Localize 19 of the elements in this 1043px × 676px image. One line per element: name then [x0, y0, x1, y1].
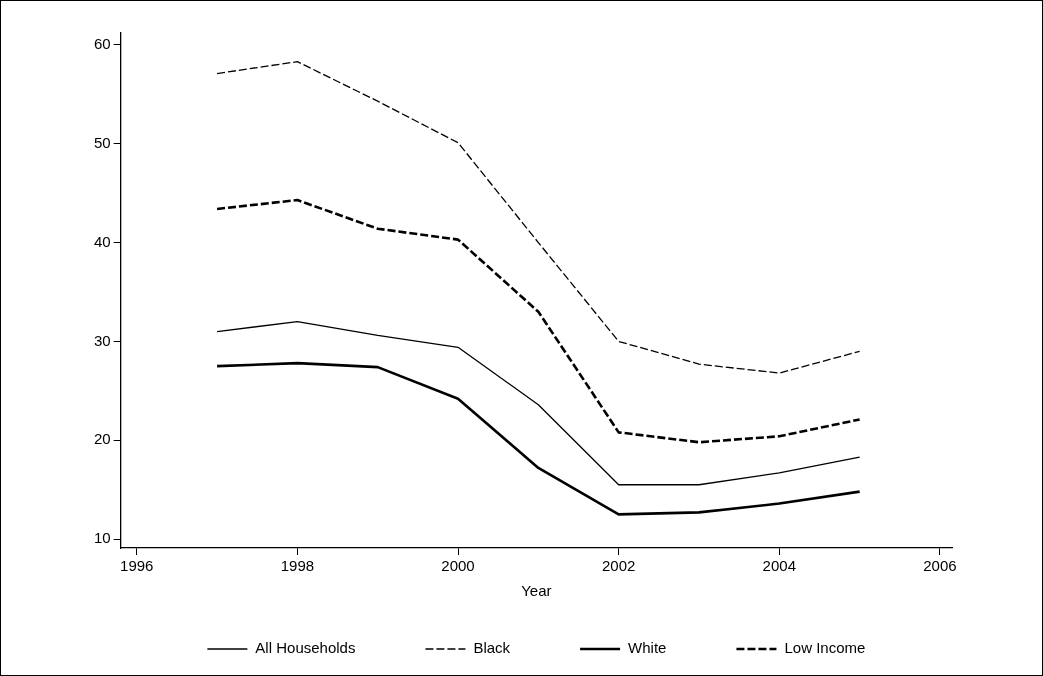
x-tick-label: 2004 — [762, 557, 796, 575]
x-tick-label: 2002 — [601, 557, 636, 575]
x-tick-label: 1996 — [120, 557, 154, 575]
line-series — [216, 61, 861, 374]
y-tick-label: 40 — [94, 232, 111, 250]
y-tick-label: 30 — [94, 331, 111, 349]
y-tick-label: 10 — [94, 529, 111, 547]
legend-label: All Households — [255, 639, 356, 657]
x-axis-title: Year — [521, 582, 552, 600]
y-tick-label: 60 — [94, 35, 111, 52]
y-tick-label: 50 — [94, 133, 111, 151]
legend-label: Black — [473, 639, 511, 657]
legend-label: White — [628, 639, 667, 657]
x-tick-label: 2000 — [441, 557, 475, 575]
x-tick-label: 1998 — [280, 557, 315, 575]
x-tick-label: 2006 — [923, 557, 957, 575]
legend-label: Low Income — [784, 639, 866, 657]
y-tick-label: 20 — [94, 430, 111, 448]
line-series — [215, 198, 861, 444]
